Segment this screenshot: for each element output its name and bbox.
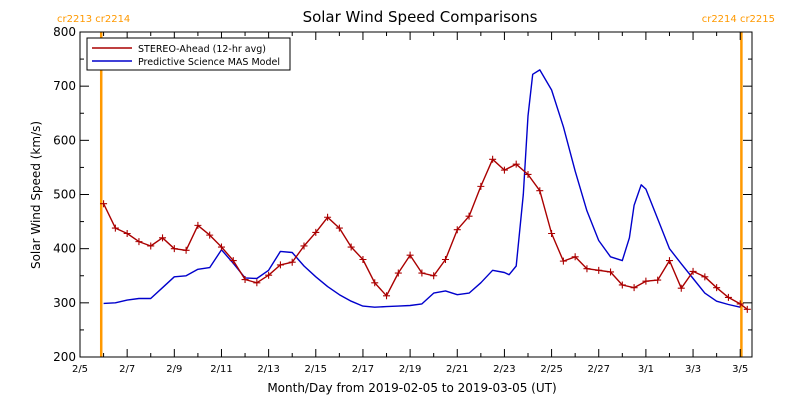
y-tick-label: 500 xyxy=(53,188,76,202)
data-point xyxy=(100,200,108,208)
data-point xyxy=(312,228,320,236)
data-point xyxy=(665,257,673,265)
series-line-0 xyxy=(102,158,748,310)
x-tick-label: 3/3 xyxy=(685,364,701,375)
data-point xyxy=(170,245,178,253)
data-point xyxy=(548,230,556,237)
y-tick-label: 300 xyxy=(53,296,76,310)
data-point xyxy=(335,224,343,232)
data-point xyxy=(512,160,520,168)
data-point xyxy=(583,265,591,273)
data-point xyxy=(347,243,355,251)
data-point xyxy=(677,284,685,292)
data-point xyxy=(135,238,143,246)
y-axis-label: Solar Wind Speed (km/s) xyxy=(29,121,43,269)
x-tick-label: 2/19 xyxy=(399,364,421,375)
y-tick-label: 200 xyxy=(53,350,76,364)
data-point xyxy=(689,267,697,275)
data-point xyxy=(418,269,426,277)
data-point xyxy=(453,226,461,234)
legend-label: STEREO-Ahead (12-hr avg) xyxy=(138,44,266,55)
data-point xyxy=(618,281,626,289)
data-point xyxy=(241,276,249,284)
data-point xyxy=(607,268,615,276)
data-point xyxy=(430,272,438,280)
data-point xyxy=(406,251,414,259)
x-tick-label: 3/5 xyxy=(732,364,748,375)
data-point xyxy=(743,305,751,313)
data-point xyxy=(441,256,449,263)
x-tick-label: 3/1 xyxy=(638,364,654,375)
x-tick-label: 2/7 xyxy=(119,364,135,375)
data-point xyxy=(229,257,237,265)
x-tick-label: 2/11 xyxy=(210,364,232,375)
x-tick-label: 2/21 xyxy=(446,364,468,375)
carrington-markers: cr2213 cr2214 cr2214 cr2215 xyxy=(57,14,775,357)
data-point xyxy=(359,256,367,263)
data-point xyxy=(324,213,332,221)
y-tick-label: 800 xyxy=(53,25,76,39)
data-point xyxy=(524,170,532,178)
carrington-marker-label: cr2213 cr2214 xyxy=(57,14,130,25)
data-point xyxy=(111,224,119,232)
y-axis: 200 300 400 500 600 700 800 xyxy=(53,25,752,364)
data-point xyxy=(159,234,167,242)
data-point xyxy=(595,266,603,274)
x-tick-label: 2/23 xyxy=(493,364,515,375)
data-point xyxy=(654,276,662,284)
legend-label: Predictive Science MAS Model xyxy=(138,57,280,68)
data-point xyxy=(217,243,225,251)
data-point xyxy=(724,293,732,301)
plot-frame xyxy=(79,31,753,358)
data-point xyxy=(265,271,273,279)
x-tick-label: 2/5 xyxy=(72,364,88,375)
x-axis: 2/5 2/7 2/9 2/11 2/13 2/15 2/17 2/19 2/21 2/23 2/2… xyxy=(72,32,748,375)
y-tick-label: 400 xyxy=(53,242,76,256)
data-series xyxy=(100,69,751,313)
data-point xyxy=(489,155,497,163)
x-tick-label: 2/9 xyxy=(166,364,182,375)
data-point xyxy=(371,279,379,287)
data-point xyxy=(713,284,721,292)
data-point xyxy=(147,242,155,250)
data-point xyxy=(736,300,744,308)
data-point xyxy=(477,182,485,190)
data-point xyxy=(206,231,214,239)
data-point xyxy=(300,242,308,250)
legend-box xyxy=(86,37,291,71)
x-tick-label: 2/13 xyxy=(257,364,279,375)
data-point xyxy=(701,273,709,281)
data-point xyxy=(253,279,261,287)
x-tick-label: 2/27 xyxy=(588,364,610,375)
carrington-marker-label: cr2214 cr2215 xyxy=(702,14,775,25)
x-tick-label: 2/17 xyxy=(352,364,374,375)
x-tick-label: 2/25 xyxy=(540,364,562,375)
data-point xyxy=(571,253,579,261)
chart-title: Solar Wind Speed Comparisons xyxy=(303,8,538,26)
data-point xyxy=(642,277,650,285)
series-line-1 xyxy=(103,69,741,308)
data-point xyxy=(276,261,284,269)
data-point xyxy=(500,166,508,174)
data-point xyxy=(465,212,473,220)
data-point xyxy=(559,257,567,265)
legend: STEREO-Ahead (12-hr avg) Predictive Scien… xyxy=(86,37,291,71)
y-tick-label: 700 xyxy=(53,79,76,93)
x-axis-label: Month/Day from 2019-02-05 to 2019-03-05 … xyxy=(267,381,556,395)
y-tick-label: 600 xyxy=(53,133,76,147)
data-point xyxy=(383,292,391,300)
data-point xyxy=(288,258,296,266)
data-point xyxy=(394,269,402,277)
data-point xyxy=(536,187,544,195)
data-point xyxy=(194,221,202,229)
data-point xyxy=(123,230,131,237)
data-point xyxy=(182,246,190,254)
data-point xyxy=(630,284,638,292)
x-tick-label: 2/15 xyxy=(305,364,327,375)
